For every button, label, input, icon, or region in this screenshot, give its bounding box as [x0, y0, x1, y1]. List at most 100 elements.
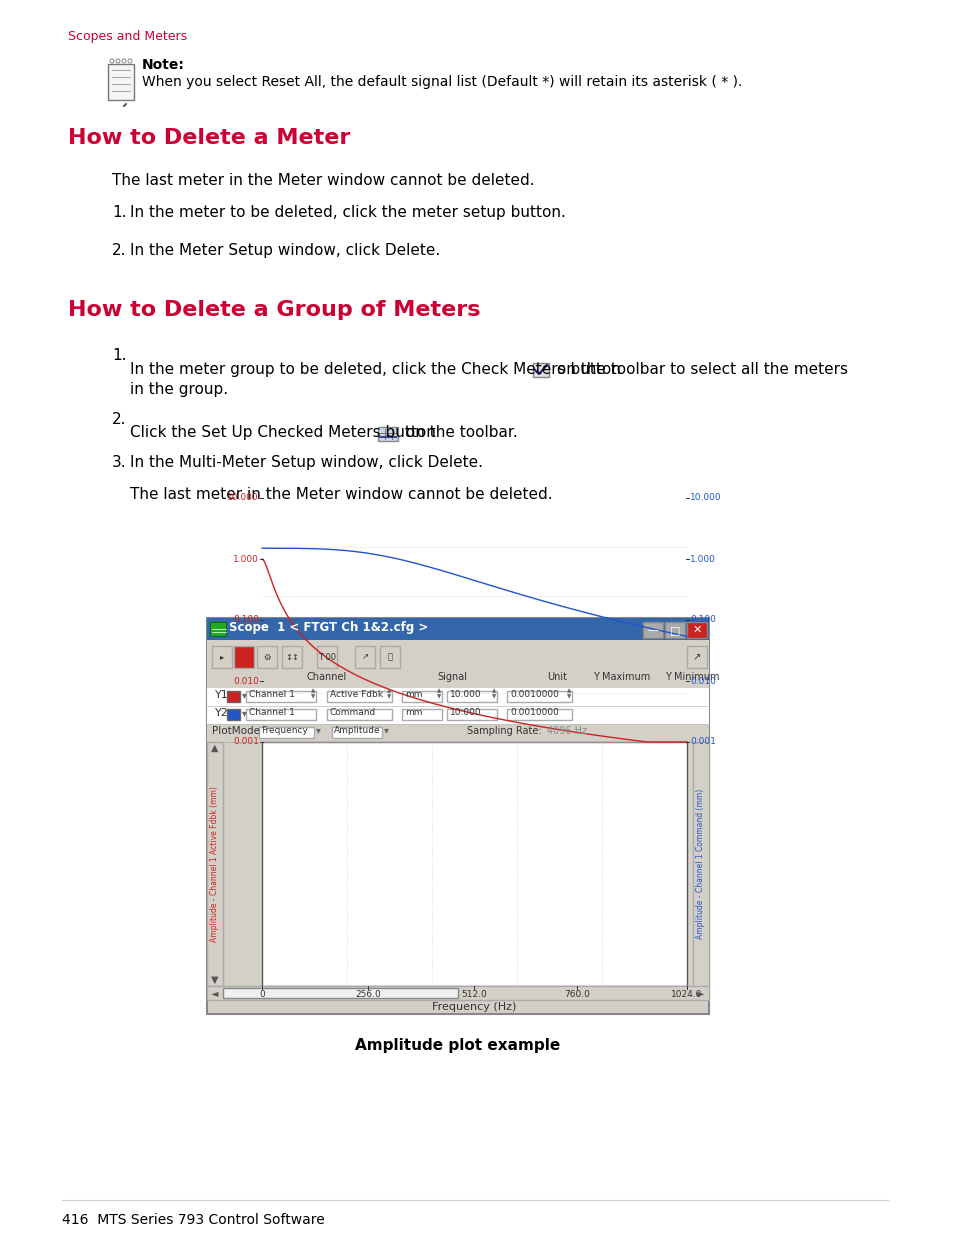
Text: ►: ► [697, 988, 704, 998]
Text: Channel 1: Channel 1 [249, 690, 294, 699]
Text: mm: mm [405, 708, 422, 718]
Text: In the meter to be deleted, click the meter setup button.: In the meter to be deleted, click the me… [130, 205, 565, 220]
Text: Signal: Signal [436, 672, 467, 682]
Text: ✕: ✕ [692, 625, 701, 635]
FancyBboxPatch shape [377, 427, 397, 441]
FancyBboxPatch shape [379, 646, 399, 668]
Text: 0.010: 0.010 [689, 677, 715, 685]
Text: 0.001: 0.001 [233, 737, 258, 746]
FancyBboxPatch shape [210, 622, 226, 636]
Text: ▲: ▲ [211, 743, 218, 753]
Text: Click the Set Up Checked Meters button: Click the Set Up Checked Meters button [130, 425, 436, 440]
Text: Y1: Y1 [214, 690, 229, 700]
FancyBboxPatch shape [262, 742, 686, 986]
Text: mm: mm [405, 690, 422, 699]
Text: Frequency (Hz): Frequency (Hz) [432, 1002, 517, 1011]
FancyBboxPatch shape [447, 692, 497, 701]
FancyBboxPatch shape [207, 742, 223, 986]
Text: ▾: ▾ [315, 725, 320, 735]
Text: 1.: 1. [112, 348, 127, 363]
Text: □: □ [669, 625, 679, 635]
Text: 10.000: 10.000 [689, 494, 720, 503]
Text: Amplitude plot example: Amplitude plot example [355, 1037, 560, 1053]
Text: Sampling Rate:: Sampling Rate: [467, 726, 541, 736]
Text: 1.000: 1.000 [233, 555, 258, 563]
FancyBboxPatch shape [327, 709, 392, 720]
Text: ▲
▼: ▲ ▼ [491, 689, 496, 699]
FancyBboxPatch shape [664, 622, 684, 638]
Text: 416  MTS Series 793 Control Software: 416 MTS Series 793 Control Software [62, 1213, 324, 1228]
Text: 256.0: 256.0 [355, 990, 381, 999]
Text: Amplitude - Channel 1 Command (mm): Amplitude - Channel 1 Command (mm) [696, 789, 705, 939]
FancyBboxPatch shape [692, 742, 708, 986]
FancyBboxPatch shape [108, 64, 133, 100]
Text: 0: 0 [259, 990, 265, 999]
Text: 1.: 1. [112, 205, 127, 220]
FancyBboxPatch shape [212, 646, 232, 668]
Text: 512.0: 512.0 [461, 990, 487, 999]
Text: Note:: Note: [142, 58, 185, 72]
Text: 0.0010000: 0.0010000 [510, 690, 558, 699]
Text: Frequency: Frequency [261, 726, 308, 735]
Text: ⚙: ⚙ [263, 652, 271, 662]
Text: Scope  1 < FTGT Ch 1&2.cfg >: Scope 1 < FTGT Ch 1&2.cfg > [229, 621, 428, 634]
FancyBboxPatch shape [207, 618, 708, 1014]
Text: Y Minimum: Y Minimum [664, 672, 719, 682]
FancyBboxPatch shape [533, 363, 548, 377]
Text: ▲
▼: ▲ ▼ [566, 689, 571, 699]
Text: ▲
▼: ▲ ▼ [436, 689, 440, 699]
FancyBboxPatch shape [506, 692, 572, 701]
Text: 0.100: 0.100 [233, 615, 258, 625]
FancyBboxPatch shape [355, 646, 375, 668]
FancyBboxPatch shape [246, 692, 315, 701]
Text: Unit: Unit [546, 672, 566, 682]
Text: In the meter group to be deleted, click the Check Meters button: In the meter group to be deleted, click … [130, 362, 620, 377]
Text: on the toolbar.: on the toolbar. [400, 425, 517, 440]
Text: ▸: ▸ [219, 652, 224, 662]
Text: ↗: ↗ [692, 652, 700, 662]
Text: 0.010: 0.010 [233, 677, 258, 685]
Text: In the Meter Setup window, click Delete.: In the Meter Setup window, click Delete. [130, 243, 439, 258]
FancyBboxPatch shape [686, 622, 706, 638]
Text: on the toolbar to select all the meters: on the toolbar to select all the meters [552, 362, 847, 377]
Text: The last meter in the Meter window cannot be deleted.: The last meter in the Meter window canno… [130, 487, 552, 501]
FancyBboxPatch shape [207, 688, 708, 706]
FancyBboxPatch shape [227, 709, 240, 720]
Text: 3.: 3. [112, 454, 127, 471]
Text: Channel: Channel [307, 672, 347, 682]
Text: 2.: 2. [112, 412, 127, 427]
Text: How to Delete a Group of Meters: How to Delete a Group of Meters [68, 300, 480, 320]
FancyBboxPatch shape [233, 646, 253, 668]
Text: When you select Reset All, the default signal list (Default *) will retain its a: When you select Reset All, the default s… [142, 75, 741, 89]
Text: ▲
▼: ▲ ▼ [386, 689, 391, 699]
Text: Active Fdbk: Active Fdbk [330, 690, 382, 699]
Text: How to Delete a Meter: How to Delete a Meter [68, 128, 350, 148]
Text: T 00: T 00 [317, 652, 335, 662]
Text: 🖨: 🖨 [387, 652, 392, 662]
Text: 0.100: 0.100 [689, 615, 715, 625]
Text: 10.000: 10.000 [227, 494, 258, 503]
FancyBboxPatch shape [246, 709, 315, 720]
Text: Channel 1: Channel 1 [249, 708, 294, 718]
Text: ↕↕: ↕↕ [285, 652, 298, 662]
Text: 0.0010000: 0.0010000 [510, 708, 558, 718]
Text: ◄: ◄ [211, 988, 218, 998]
FancyBboxPatch shape [327, 692, 392, 701]
FancyBboxPatch shape [316, 646, 336, 668]
Text: Y Maximum: Y Maximum [593, 672, 650, 682]
FancyBboxPatch shape [256, 646, 276, 668]
Text: in the group.: in the group. [130, 382, 228, 396]
Text: 1.000: 1.000 [689, 555, 715, 563]
Text: ↗: ↗ [361, 652, 368, 662]
Text: Command: Command [330, 708, 375, 718]
Text: In the Multi-Meter Setup window, click Delete.: In the Multi-Meter Setup window, click D… [130, 454, 482, 471]
FancyBboxPatch shape [207, 706, 708, 724]
Text: PlotMode: PlotMode [212, 726, 260, 736]
FancyBboxPatch shape [332, 727, 381, 739]
Text: ▾: ▾ [384, 725, 389, 735]
FancyBboxPatch shape [506, 709, 572, 720]
Text: ▼: ▼ [211, 974, 218, 986]
FancyBboxPatch shape [227, 692, 240, 701]
FancyBboxPatch shape [207, 724, 708, 742]
FancyBboxPatch shape [447, 709, 497, 720]
